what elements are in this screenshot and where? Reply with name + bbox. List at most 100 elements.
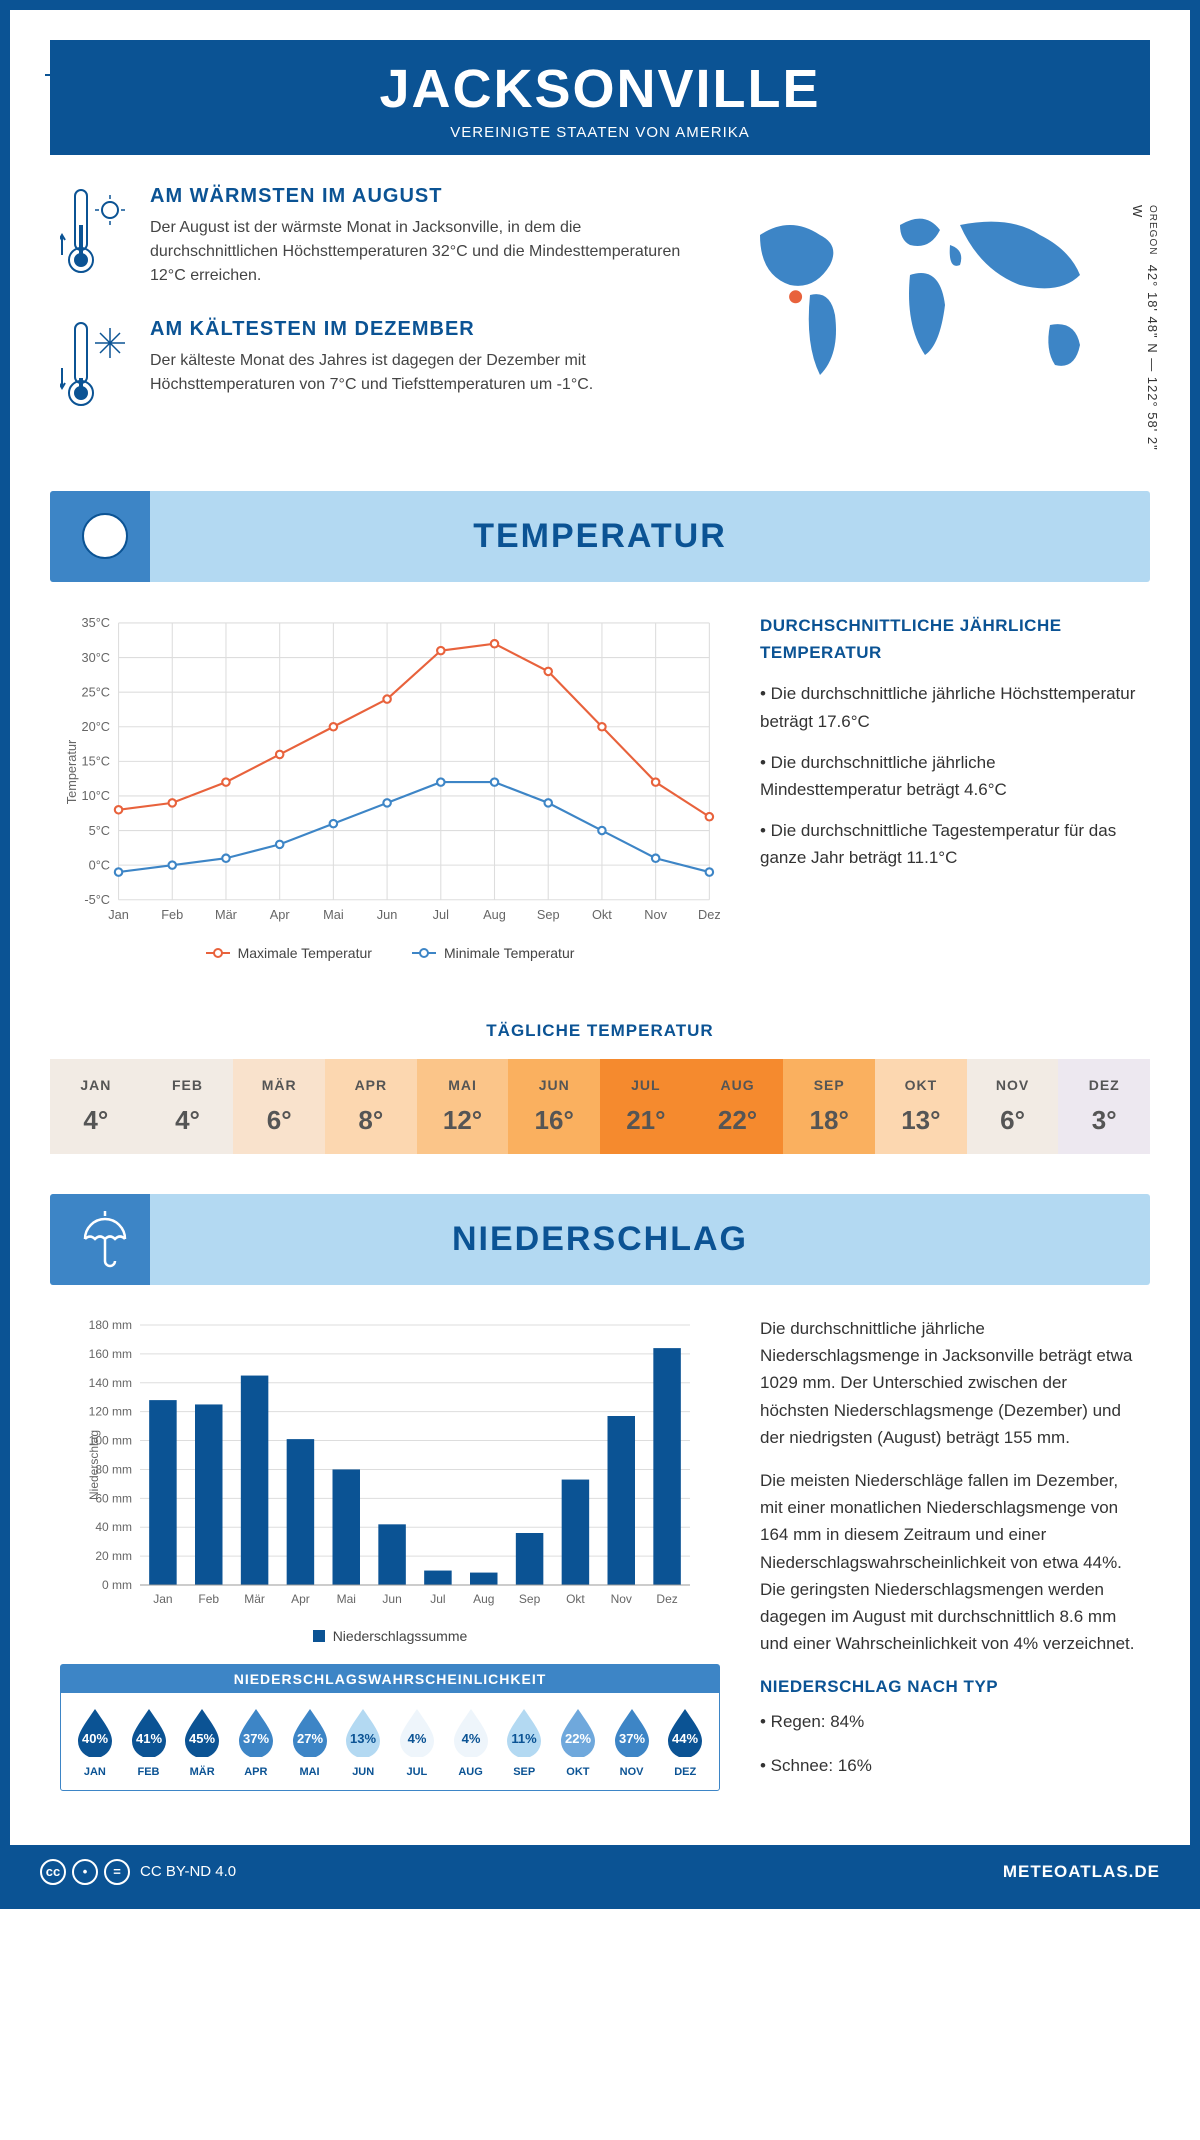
svg-text:30°C: 30°C: [82, 650, 111, 665]
temp-cell: OKT13°: [875, 1059, 967, 1154]
svg-text:Aug: Aug: [483, 907, 506, 922]
svg-text:Sep: Sep: [537, 907, 560, 922]
cc-icons: cc•=: [40, 1859, 130, 1885]
svg-text:20°C: 20°C: [82, 719, 111, 734]
svg-text:Temperatur: Temperatur: [64, 739, 79, 804]
legend-max: #leg-max::after{border-color:#e8623c}Max…: [206, 945, 372, 961]
svg-text:27%: 27%: [297, 1731, 323, 1746]
svg-text:0 mm: 0 mm: [102, 1578, 132, 1592]
temperature-banner: TEMPERATUR: [50, 491, 1150, 582]
svg-text:Feb: Feb: [161, 907, 183, 922]
svg-text:Jan: Jan: [108, 907, 129, 922]
svg-text:Jan: Jan: [153, 1592, 172, 1606]
svg-text:Jul: Jul: [430, 1592, 445, 1606]
thermometer-cold-icon: [60, 318, 130, 423]
svg-text:Jun: Jun: [377, 907, 398, 922]
svg-text:20 mm: 20 mm: [95, 1549, 132, 1563]
temp-cell: AUG22°: [692, 1059, 784, 1154]
prob-drop: 22% OKT: [552, 1705, 604, 1778]
precipitation-banner: NIEDERSCHLAG: [50, 1194, 1150, 1285]
svg-text:Apr: Apr: [291, 1592, 310, 1606]
svg-text:Okt: Okt: [566, 1592, 585, 1606]
svg-text:Feb: Feb: [198, 1592, 219, 1606]
sun-icon: [50, 491, 150, 582]
svg-text:-5°C: -5°C: [84, 892, 110, 907]
temperature-summary: DURCHSCHNITTLICHE JÄHRLICHE TEMPERATUR •…: [760, 612, 1140, 961]
temp-cell: APR8°: [325, 1059, 417, 1154]
coordinates: OREGON 42° 18' 48" N — 122° 58' 2" W: [1130, 205, 1160, 451]
prob-drop: 4% AUG: [445, 1705, 497, 1778]
temp-cell: MAI12°: [417, 1059, 509, 1154]
svg-text:120 mm: 120 mm: [89, 1405, 132, 1419]
prob-drop: 44% DEZ: [659, 1705, 711, 1778]
svg-text:37%: 37%: [619, 1731, 645, 1746]
warmest-block: AM WÄRMSTEN IM AUGUST Der August ist der…: [60, 185, 690, 290]
svg-text:44%: 44%: [672, 1731, 698, 1746]
svg-text:5°C: 5°C: [89, 823, 110, 838]
country-subtitle: VEREINIGTE STAATEN VON AMERIKA: [50, 124, 1150, 141]
svg-text:180 mm: 180 mm: [89, 1318, 132, 1332]
svg-text:15°C: 15°C: [82, 754, 111, 769]
prob-drop: 37% NOV: [606, 1705, 658, 1778]
temp-cell: JUL21°: [600, 1059, 692, 1154]
svg-text:Mär: Mär: [215, 907, 238, 922]
svg-text:4%: 4%: [407, 1731, 426, 1746]
footer: cc•= CC BY-ND 4.0 METEOATLAS.DE: [10, 1845, 1190, 1899]
warmest-text: Der August ist der wärmste Monat in Jack…: [150, 216, 690, 288]
temp-cell: JUN16°: [508, 1059, 600, 1154]
svg-text:Dez: Dez: [698, 907, 720, 922]
svg-text:40 mm: 40 mm: [95, 1520, 132, 1534]
svg-text:140 mm: 140 mm: [89, 1376, 132, 1390]
precipitation-summary: Die durchschnittliche jährliche Niedersc…: [760, 1315, 1140, 1795]
prob-drop: 11% SEP: [498, 1705, 550, 1778]
precipitation-probability-box: NIEDERSCHLAGSWAHRSCHEINLICHKEIT 40% JAN …: [60, 1664, 720, 1791]
coldest-title: AM KÄLTESTEN IM DEZEMBER: [150, 318, 690, 341]
coldest-text: Der kälteste Monat des Jahres ist dagege…: [150, 349, 690, 397]
svg-text:4%: 4%: [461, 1731, 480, 1746]
prob-drop: 27% MAI: [284, 1705, 336, 1778]
svg-text:Nov: Nov: [611, 1592, 632, 1606]
coldest-block: AM KÄLTESTEN IM DEZEMBER Der kälteste Mo…: [60, 318, 690, 423]
svg-text:Nov: Nov: [644, 907, 667, 922]
svg-text:Mai: Mai: [337, 1592, 356, 1606]
svg-text:160 mm: 160 mm: [89, 1347, 132, 1361]
prob-drop: 45% MÄR: [176, 1705, 228, 1778]
umbrella-icon: [50, 1194, 150, 1285]
daily-temp-table: JAN4°FEB4°MÄR6°APR8°MAI12°JUN16°JUL21°AU…: [50, 1059, 1150, 1154]
header: JACKSONVILLE VEREINIGTE STAATEN VON AMER…: [50, 40, 1150, 155]
world-map: OREGON 42° 18' 48" N — 122° 58' 2" W: [720, 185, 1140, 451]
city-title: JACKSONVILLE: [50, 58, 1150, 120]
temp-cell: JAN4°: [50, 1059, 142, 1154]
svg-text:Mai: Mai: [323, 907, 344, 922]
legend-min: #leg-min::after{border-color:#3d85c6}Min…: [412, 945, 574, 961]
svg-text:45%: 45%: [189, 1731, 215, 1746]
license-text: CC BY-ND 4.0: [140, 1863, 236, 1880]
temp-cell: SEP18°: [783, 1059, 875, 1154]
svg-text:13%: 13%: [350, 1731, 376, 1746]
svg-text:35°C: 35°C: [82, 615, 111, 630]
svg-text:0°C: 0°C: [89, 857, 110, 872]
svg-text:40%: 40%: [82, 1731, 108, 1746]
svg-text:22%: 22%: [565, 1731, 591, 1746]
daily-temp-title: TÄGLICHE TEMPERATUR: [10, 1021, 1190, 1041]
svg-text:Sep: Sep: [519, 1592, 541, 1606]
svg-text:Niederschlag: Niederschlag: [87, 1430, 101, 1500]
svg-text:11%: 11%: [512, 1731, 538, 1746]
prob-drop: 4% JUL: [391, 1705, 443, 1778]
prob-drop: 40% JAN: [69, 1705, 121, 1778]
svg-text:37%: 37%: [243, 1731, 269, 1746]
prob-drop: 13% JUN: [337, 1705, 389, 1778]
svg-text:Jun: Jun: [382, 1592, 401, 1606]
legend-precip: Niederschlagssumme: [313, 1628, 468, 1644]
thermometer-hot-icon: [60, 185, 130, 290]
svg-text:Dez: Dez: [656, 1592, 677, 1606]
temp-cell: MÄR6°: [233, 1059, 325, 1154]
temp-cell: NOV6°: [967, 1059, 1059, 1154]
svg-text:Aug: Aug: [473, 1592, 494, 1606]
svg-text:Apr: Apr: [270, 907, 291, 922]
svg-text:Mär: Mär: [244, 1592, 265, 1606]
warmest-title: AM WÄRMSTEN IM AUGUST: [150, 185, 690, 208]
svg-text:Okt: Okt: [592, 907, 612, 922]
temp-cell: FEB4°: [142, 1059, 234, 1154]
svg-text:25°C: 25°C: [82, 684, 111, 699]
